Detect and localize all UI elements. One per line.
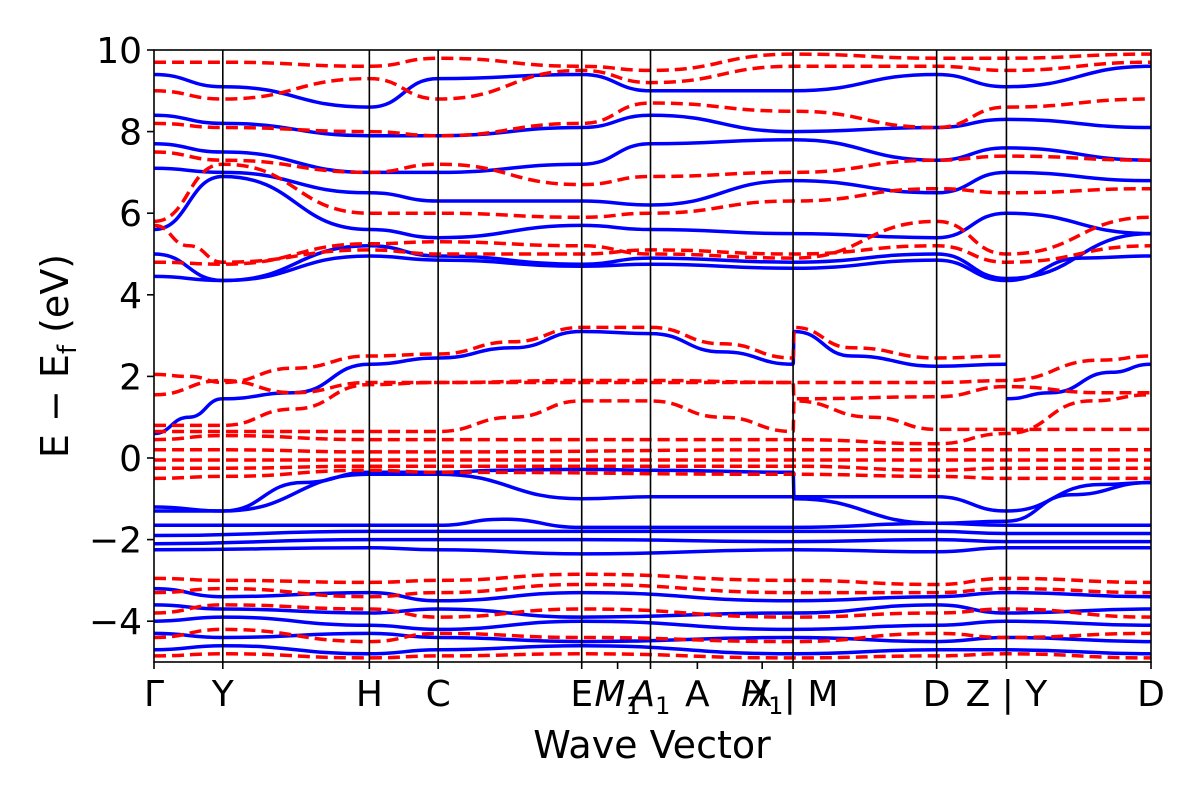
y-tick-label: 8 (119, 113, 142, 154)
x-tick-label-main: M (594, 674, 625, 715)
x-tick-label-main: H (741, 674, 768, 715)
x-tick-label: D (1137, 674, 1165, 715)
spin-up-band-10 (154, 174, 1151, 240)
spin-up-band-11 (154, 166, 1151, 207)
y-tick-label: 10 (96, 31, 142, 72)
y-tick-label: −4 (89, 602, 142, 643)
x-tick-label: X | M (748, 674, 839, 715)
spin-down-band-20 (154, 652, 1151, 660)
x-axis-title: Wave Vector (533, 723, 771, 767)
x-tick-label: A (685, 674, 710, 715)
x-tick-label-subscript: 1 (625, 692, 640, 720)
spin-down-band-12 (154, 150, 1151, 187)
y-tick-label: 4 (119, 276, 142, 317)
spin-up-band-14 (154, 64, 1151, 109)
y-axis-title-subscript: f (53, 344, 83, 354)
spin-up-band-1 (1006, 362, 1151, 401)
spin-down-band-11 (154, 162, 1151, 224)
plot-background (154, 50, 1151, 662)
spin-down-band-17 (154, 582, 1151, 599)
x-tick-label: A1 (629, 674, 671, 720)
x-tick-label-main: A (629, 674, 656, 715)
y-axis-title: E − Ef (eV) (33, 254, 83, 458)
x-tick-label: E (570, 674, 593, 715)
x-tick-label: D (923, 674, 951, 715)
spin-down-band-14 (154, 60, 1151, 101)
y-tick-label: −2 (89, 521, 142, 562)
spin-down-band-4 (154, 393, 1151, 446)
spin-down-band-5 (154, 448, 1151, 454)
x-tick-label: M1 (594, 674, 640, 720)
spin-down-band-18 (154, 603, 1151, 619)
x-tick-label-subscript: 1 (655, 692, 670, 720)
x-tick-label: Z | Y (966, 674, 1049, 715)
spin-down-band-15 (154, 52, 1151, 73)
y-axis: 10 8 6 4 2 0 −2 −4 (89, 31, 154, 643)
spin-down-band-16 (154, 572, 1151, 587)
y-axis-title-unit: (eV) (33, 254, 77, 345)
spin-down-band-10 (154, 215, 1151, 266)
x-tick-label: H (356, 674, 383, 715)
spin-down-band-2 (154, 380, 1151, 428)
y-tick-label: 0 (119, 439, 142, 480)
spin-up-band-2 (154, 467, 1151, 513)
spin-up-band-9 (154, 231, 1151, 283)
y-tick-label: 6 (119, 194, 142, 235)
spin-up-band-4 (154, 517, 1151, 530)
x-tick-label: C (426, 674, 451, 715)
x-tick-label: Y (211, 674, 235, 715)
y-tick-label: 2 (119, 357, 142, 398)
x-tick-label: H1 (741, 674, 783, 720)
spin-up-band-16 (154, 603, 1151, 619)
spin-up-band-15 (154, 586, 1151, 603)
spin-down-band-9 (154, 223, 1151, 264)
spin-down-band-8 (154, 468, 1151, 481)
plot-frame (153, 49, 1152, 663)
spin-down-bands (154, 52, 1151, 660)
x-tick-label-subscript: 1 (768, 692, 783, 720)
kpath-lines-layer (221, 50, 1008, 662)
spin-up-band-19 (154, 643, 1151, 656)
x-tick-label: Γ (144, 674, 164, 715)
y-axis-title-main: E − E (33, 354, 77, 458)
spin-up-band-17 (154, 615, 1151, 632)
spin-down-band-19 (154, 627, 1151, 644)
spin-up-band-12 (154, 138, 1151, 175)
spin-down-band-13 (154, 97, 1151, 138)
